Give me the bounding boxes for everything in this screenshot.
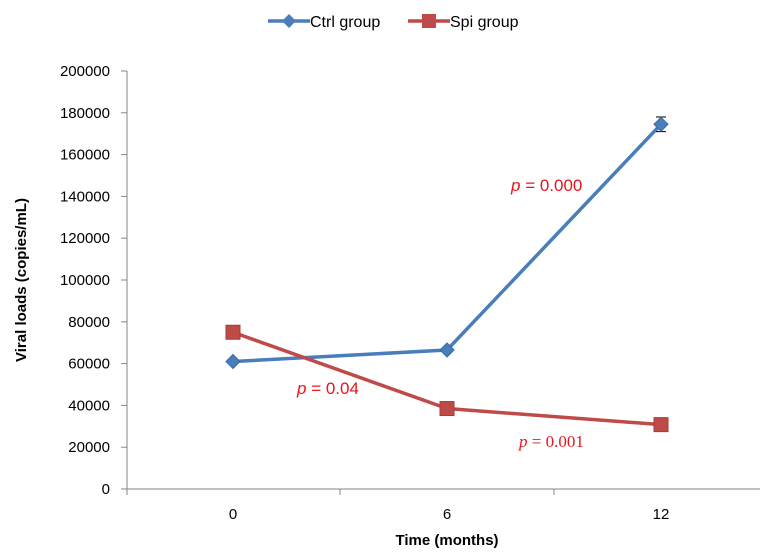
data-point (439, 342, 455, 358)
x-axis-title: Time (months) (395, 532, 498, 549)
legend: Ctrl group Spi group (268, 14, 519, 31)
y-ticks: 0 20000 40000 60000 80000 100000 120000 140000 1… (60, 63, 127, 498)
data-point (653, 417, 669, 433)
y-tick-label: 60000 (68, 356, 110, 373)
y-tick-label: 80000 (68, 314, 110, 331)
y-tick-label: 180000 (60, 105, 110, 122)
y-tick-label: 160000 (60, 147, 110, 164)
annotation-pvalue-ctrl: p = 0.000 (510, 176, 582, 195)
legend-item-spi: Spi group (408, 14, 519, 31)
legend-item-ctrl: Ctrl group (268, 14, 380, 31)
annotation-p-value: = 0.04 (306, 379, 358, 398)
legend-marker-spi (422, 14, 436, 28)
data-point (439, 401, 455, 417)
axes: 0 20000 40000 60000 80000 100000 120000 140000 1… (60, 63, 760, 523)
data-point (225, 324, 241, 340)
x-ticks: 0 6 12 (126, 489, 670, 523)
annotation-p-value: = 0.001 (528, 432, 584, 451)
legend-marker-ctrl (282, 14, 296, 28)
series-layer (225, 116, 669, 433)
x-tick-label: 6 (443, 506, 451, 523)
legend-label-ctrl: Ctrl group (310, 14, 380, 31)
x-tick-label: 0 (229, 506, 237, 523)
y-tick-label: 20000 (68, 439, 110, 456)
y-tick-label: 100000 (60, 272, 110, 289)
y-axis-title: Viral loads (copies/mL) (13, 198, 30, 362)
annotation-p-value: = 0.000 (520, 176, 582, 195)
data-point (225, 353, 241, 370)
annotation-pvalue-spi-late: p = 0.001 (518, 432, 584, 451)
series-line (232, 123, 663, 364)
annotations: p = 0.000 p = 0.04 p = 0.001 (296, 176, 584, 451)
legend-label-spi: Spi group (450, 14, 519, 31)
annotation-p-symbol: p (518, 432, 528, 451)
series-spi (225, 324, 669, 433)
y-tick-label: 40000 (68, 397, 110, 414)
annotation-pvalue-spi-early: p = 0.04 (296, 379, 359, 398)
y-tick-label: 120000 (60, 230, 110, 247)
y-tick-label: 200000 (60, 63, 110, 80)
y-tick-label: 140000 (60, 188, 110, 205)
y-tick-label: 0 (102, 481, 110, 498)
annotation-p-symbol: p (510, 176, 520, 195)
x-tick-label: 12 (653, 506, 670, 523)
series-ctrl (225, 116, 669, 370)
data-point (653, 116, 669, 133)
annotation-p-symbol: p (296, 379, 306, 398)
